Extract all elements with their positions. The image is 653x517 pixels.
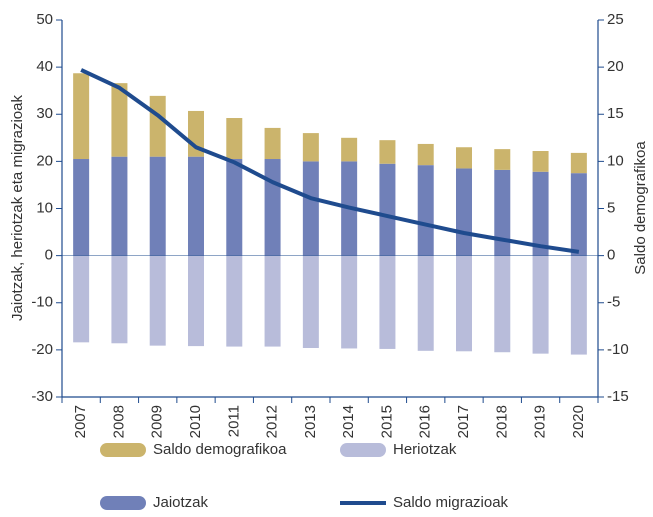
bar <box>73 159 90 256</box>
bar <box>494 255 511 353</box>
bar <box>341 137 358 162</box>
bar <box>456 168 472 256</box>
x-tick-label: 2009 <box>149 405 166 438</box>
y-tick-label: 30 <box>36 105 53 122</box>
bar <box>302 133 319 162</box>
bar <box>532 255 549 354</box>
y2-tick-label: 10 <box>607 152 624 169</box>
x-tick-label: 2020 <box>570 405 587 438</box>
bar <box>379 163 396 256</box>
x-tick-label: 2012 <box>264 405 281 438</box>
legend-swatch <box>100 496 146 510</box>
bar <box>417 255 434 351</box>
bar <box>264 159 281 256</box>
y-tick-label: 20 <box>36 152 53 169</box>
bar <box>456 147 472 169</box>
bar <box>188 156 204 256</box>
y2-tick-label: 15 <box>607 105 624 122</box>
legend-label: Saldo demografikoa <box>153 441 287 458</box>
y2-tick-label: 25 <box>607 11 624 28</box>
bar <box>226 255 243 347</box>
x-tick-label: 2019 <box>532 405 549 438</box>
legend-swatch <box>340 443 386 457</box>
y2-tick-label: -5 <box>607 294 620 311</box>
bar <box>570 173 587 256</box>
y-tick-label: 40 <box>36 58 53 75</box>
bar <box>494 169 511 256</box>
bar <box>532 151 549 172</box>
y-tick-label: 0 <box>45 247 53 264</box>
y2-tick-label: -10 <box>607 341 629 358</box>
y-axis-title: Jaiotzak, heriotzak eta migrazioak <box>9 95 26 321</box>
bar <box>379 255 396 349</box>
y-tick-label: 50 <box>36 11 53 28</box>
y2-tick-label: -15 <box>607 388 629 405</box>
bar <box>456 255 472 352</box>
y-tick-label: -10 <box>31 294 53 311</box>
bar <box>149 156 166 256</box>
x-tick-label: 2010 <box>187 405 204 438</box>
x-tick-label: 2015 <box>378 405 395 438</box>
y2-tick-label: 5 <box>607 199 615 216</box>
bar <box>226 159 243 256</box>
x-tick-label: 2014 <box>340 405 357 438</box>
bar <box>149 255 166 346</box>
bar <box>73 255 90 343</box>
y2-tick-label: 20 <box>607 58 624 75</box>
legend-label: Saldo migrazioak <box>393 494 509 511</box>
x-tick-label: 2013 <box>302 405 319 438</box>
bar <box>264 127 281 160</box>
x-tick-label: 2008 <box>110 405 127 438</box>
legend-label: Heriotzak <box>393 441 457 458</box>
bar <box>532 171 549 256</box>
bar <box>73 73 90 160</box>
bar <box>302 255 319 348</box>
x-tick-label: 2018 <box>493 405 510 438</box>
bar <box>570 152 587 174</box>
y-tick-label: -20 <box>31 341 53 358</box>
y2-axis-title: Saldo demografikoa <box>632 141 649 275</box>
bar <box>188 255 204 347</box>
bar <box>341 255 358 349</box>
y-tick-label: -30 <box>31 388 53 405</box>
bar <box>302 161 319 256</box>
bar <box>226 118 243 160</box>
bar <box>111 255 128 344</box>
bar <box>417 165 434 256</box>
x-tick-label: 2007 <box>72 405 89 438</box>
legend-label: Jaiotzak <box>153 494 209 511</box>
x-tick-label: 2011 <box>225 405 242 437</box>
x-tick-label: 2016 <box>417 405 434 438</box>
x-tick-label: 2017 <box>455 405 472 438</box>
y-tick-label: 10 <box>36 199 53 216</box>
bar <box>149 95 166 157</box>
bar <box>264 255 281 347</box>
line-series <box>80 68 580 254</box>
bar <box>111 156 128 256</box>
legend-swatch <box>100 443 146 457</box>
bar <box>111 83 128 157</box>
bar <box>379 140 396 164</box>
bar <box>494 149 511 170</box>
bar <box>570 255 587 355</box>
y2-tick-label: 0 <box>607 247 615 264</box>
bar <box>417 143 434 166</box>
